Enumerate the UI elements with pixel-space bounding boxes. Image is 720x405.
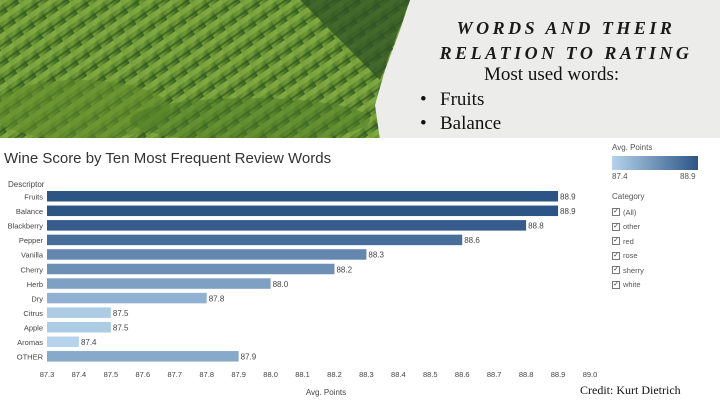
category-label: (All) [623, 207, 637, 217]
bar-value-label: 88.9 [560, 193, 576, 202]
category-label: red [623, 236, 634, 246]
legend-category-title: Category [612, 192, 645, 201]
category-filter-item[interactable]: ✓ (All) [612, 205, 644, 220]
x-tick-label: 88.2 [327, 370, 342, 379]
bullet-dot-icon: • [420, 89, 427, 110]
x-tick-label: 88.4 [391, 370, 406, 379]
bar-dry[interactable] [47, 292, 207, 304]
chart-title: Wine Score by Ten Most Frequent Review W… [4, 150, 332, 167]
bullet-item: • Fruits [420, 88, 501, 112]
bullet-text: Fruits [440, 89, 485, 110]
slide-title: Words and their relation to rating [439, 18, 693, 63]
category-label: other [623, 222, 641, 232]
category-filter-item[interactable]: ✓ rose [612, 249, 644, 264]
bar-aromas[interactable] [47, 336, 79, 348]
bar-cherry[interactable] [47, 263, 335, 275]
legend-color-min: 87.4 [612, 172, 628, 181]
category-tick-label: Herb [27, 280, 43, 289]
category-tick-label: Dry [31, 294, 43, 303]
category-label: white [623, 280, 641, 290]
slide-subtitle: Most used words: [484, 64, 620, 85]
checkbox-checked-icon[interactable]: ✓ [612, 208, 620, 217]
category-tick-label: Fruits [24, 193, 43, 202]
checkbox-checked-icon[interactable]: ✓ [612, 280, 620, 289]
bar-value-label: 88.2 [336, 265, 352, 274]
category-filter-item[interactable]: ✓ other [612, 220, 644, 235]
category-filter-item[interactable]: ✓ red [612, 234, 644, 249]
bar-value-label: 88.3 [368, 251, 384, 260]
category-tick-label: Cherry [20, 265, 43, 274]
x-tick-label: 88.1 [295, 370, 310, 379]
category-tick-label: Aromas [17, 338, 43, 347]
x-tick-label: 88.3 [359, 370, 374, 379]
checkbox-checked-icon[interactable]: ✓ [612, 251, 620, 260]
bar-citrus[interactable] [47, 307, 111, 318]
category-filter-item[interactable]: ✓ sherry [612, 263, 644, 278]
x-tick-labels: 87.3 87.4 87.5 87.6 87.7 87.8 87.9 88.0 88.1 88.2… [40, 370, 598, 379]
bar-value-label: 87.8 [209, 294, 225, 303]
category-tick-label: Vanilla [21, 251, 44, 260]
bar-value-label: 88.6 [464, 236, 480, 245]
x-tick-label: 87.4 [72, 370, 87, 379]
category-tick-label: Pepper [19, 236, 44, 245]
checkbox-checked-icon[interactable]: ✓ [612, 222, 620, 231]
x-tick-label: 88.9 [551, 370, 566, 379]
category-tick-label: Citrus [23, 309, 43, 318]
bar-value-label: 87.5 [113, 323, 129, 332]
category-filter-item[interactable]: ✓ white [612, 278, 644, 293]
checkbox-checked-icon[interactable]: ✓ [612, 237, 620, 246]
bars-layer: 88.9 88.9 88.8 88.6 88.3 88.2 88.0 87.8 87.5 87.5… [47, 191, 576, 362]
x-axis-label: Avg. Points [306, 388, 346, 397]
category-tick-label: Apple [24, 323, 43, 332]
bar-vanilla[interactable] [47, 249, 367, 260]
bullet-dot-icon: • [420, 113, 427, 134]
bar-blackberry[interactable] [47, 220, 527, 231]
x-tick-label: 88.0 [263, 370, 278, 379]
x-tick-label: 88.6 [455, 370, 470, 379]
category-tick-label: Blackberry [8, 222, 44, 231]
bullet-text: Balance [440, 113, 502, 134]
legend-color-title: Avg. Points [612, 143, 653, 152]
checkbox-checked-icon[interactable]: ✓ [612, 266, 620, 275]
x-tick-label: 87.8 [199, 370, 214, 379]
bar-value-label: 87.9 [241, 353, 257, 362]
x-tick-label: 88.5 [423, 370, 438, 379]
bar-herb[interactable] [47, 278, 271, 289]
legend-color-gradient [612, 156, 698, 170]
category-label: rose [623, 251, 638, 261]
x-tick-label: 88.8 [519, 370, 534, 379]
category-tick-label: Balance [16, 207, 43, 216]
x-tick-label: 87.9 [231, 370, 246, 379]
x-tick-label: 87.5 [104, 370, 119, 379]
x-tick-label: 87.7 [167, 370, 182, 379]
x-tick-label: 89.0 [583, 370, 598, 379]
legend-color-max: 88.9 [680, 172, 696, 181]
bar-apple[interactable] [47, 321, 111, 333]
y-tick-labels: Fruits Balance Blackberry Pepper Vanilla Cher… [8, 193, 44, 362]
credit-text: Credit: Kurt Dietrich [580, 383, 681, 397]
x-tick-label: 87.3 [40, 370, 55, 379]
bar-value-label: 87.5 [113, 309, 129, 318]
category-label: sherry [623, 265, 644, 275]
y-axis-label: Descriptor [8, 180, 45, 189]
bar-other[interactable] [47, 351, 239, 362]
bar-value-label: 88.8 [528, 222, 544, 231]
x-tick-label: 88.7 [487, 370, 502, 379]
bullet-list: • Fruits • Balance [420, 88, 501, 136]
bar-pepper[interactable] [47, 234, 463, 246]
category-tick-label: OTHER [17, 353, 44, 362]
x-tick-label: 87.6 [136, 370, 151, 379]
bar-balance[interactable] [47, 205, 559, 217]
bar-value-label: 87.4 [81, 338, 97, 347]
bar-value-label: 88.0 [273, 280, 289, 289]
bullet-item: • Balance [420, 112, 501, 136]
bar-value-label: 88.9 [560, 207, 576, 216]
bar-fruits[interactable] [47, 191, 559, 202]
legend-category-list: ✓ (All) ✓ other ✓ red ✓ rose ✓ sherry ✓ white [612, 205, 644, 292]
